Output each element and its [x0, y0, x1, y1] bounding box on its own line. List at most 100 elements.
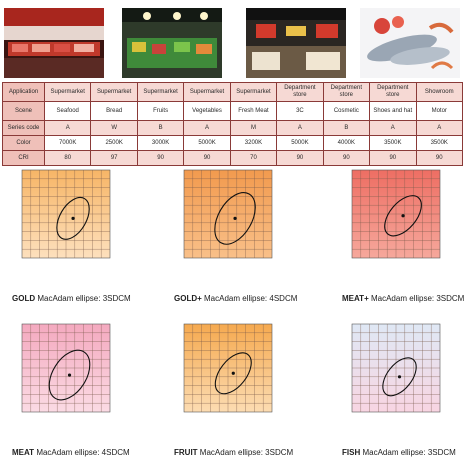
panel-title: FISH	[342, 448, 361, 457]
table-cell: 70	[229, 150, 278, 166]
panel-title: MEAT+	[342, 294, 369, 303]
table-cell: Supermarket	[43, 82, 92, 102]
panel-subtitle: MacAdam ellipse: 3SDCM	[37, 294, 131, 303]
table-cell: 3C	[276, 101, 324, 121]
table-cell: 90	[183, 150, 231, 166]
photo-seafood	[360, 8, 460, 78]
table-row: Series code A W B A M A B A A	[2, 120, 463, 136]
table-cell: 90	[322, 150, 371, 166]
panel-meat-plus: MEAT+ MacAdam ellipse: 3SDCM	[342, 168, 464, 303]
panel-fish: FISH MacAdam ellipse: 3SDCM	[342, 322, 464, 457]
row-label: Application	[2, 82, 45, 102]
table-row: Scene Seafood Bread Fruits Vegetables Fr…	[2, 101, 463, 121]
panel-caption: MEAT+ MacAdam ellipse: 3SDCM	[342, 294, 464, 303]
table-cell: M	[229, 120, 278, 136]
row-label: Series code	[2, 120, 45, 136]
table-cell: Supermarket	[90, 82, 138, 102]
table-cell: Supermarket	[136, 82, 185, 102]
macadam-ellipse	[382, 357, 417, 397]
center-point	[397, 375, 402, 379]
table-cell: Fruits	[136, 101, 185, 121]
table-row: Color 7000K 2500K 3000K 5000K 3200K 5000…	[2, 135, 463, 151]
table-cell: A	[415, 120, 463, 136]
table-cell: 3000K	[136, 135, 185, 151]
panel-caption: GOLD MacAdam ellipse: 3SDCM	[12, 294, 131, 303]
macadam-ellipse	[56, 196, 90, 240]
table-cell: W	[90, 120, 138, 136]
panel-caption: FISH MacAdam ellipse: 3SDCM	[342, 448, 456, 457]
ellipse-plot-gold	[21, 169, 111, 259]
table-cell: Department store	[322, 82, 371, 102]
center-point	[67, 373, 72, 377]
table-cell: Supermarket	[229, 82, 278, 102]
table-cell: Showroom	[415, 82, 463, 102]
center-point	[233, 216, 237, 220]
table-cell: 2500K	[90, 135, 138, 151]
table-cell: A	[369, 120, 417, 136]
photo-store-aisle	[246, 8, 346, 78]
table-cell: A	[43, 120, 92, 136]
panel-fruit: FRUIT MacAdam ellipse: 3SDCM	[174, 322, 296, 457]
table-row: Application Supermarket Supermarket Supe…	[2, 82, 463, 102]
table-cell: 3500K	[369, 135, 417, 151]
table-cell: 7000K	[43, 135, 92, 151]
panel-subtitle: MacAdam ellipse: 3SDCM	[370, 294, 465, 303]
table-cell: A	[276, 120, 324, 136]
table-cell: A	[183, 120, 231, 136]
panel-title: MEAT	[12, 448, 35, 457]
macadam-ellipse	[214, 192, 256, 245]
macadam-ellipse	[48, 349, 91, 401]
table-cell: Supermarket	[183, 82, 231, 102]
ellipse-plot-meat-plus	[351, 169, 441, 259]
spec-table: Application Supermarket Supermarket Supe…	[2, 82, 463, 166]
panel-subtitle: MacAdam ellipse: 4SDCM	[36, 448, 130, 457]
panel-gold-plus: GOLD+ MacAdam ellipse: 4SDCM	[174, 168, 297, 303]
table-cell: Motor	[415, 101, 463, 121]
table-cell: 4000K	[322, 135, 371, 151]
panel-caption: GOLD+ MacAdam ellipse: 4SDCM	[174, 294, 297, 303]
panel-caption: MEAT MacAdam ellipse: 4SDCM	[12, 448, 130, 457]
table-cell: 5000K	[276, 135, 324, 151]
ellipse-plot-gold-plus	[183, 169, 273, 259]
table-row: CRI 80 97 90 90 70 90 90 90 90	[2, 150, 463, 166]
table-cell: 97	[90, 150, 138, 166]
center-point	[71, 216, 75, 220]
panel-title: GOLD	[12, 294, 36, 303]
row-label: Color	[2, 135, 45, 151]
panel-title: GOLD+	[174, 294, 202, 303]
table-cell: 80	[43, 150, 92, 166]
table-cell: Vegetables	[183, 101, 231, 121]
panel-gold: GOLD MacAdam ellipse: 3SDCM	[12, 168, 134, 303]
table-cell: B	[136, 120, 185, 136]
center-point	[231, 371, 235, 375]
panel-caption: FRUIT MacAdam ellipse: 3SDCM	[174, 448, 293, 457]
ellipse-plot-fruit	[183, 323, 273, 413]
photo-vegetable-market	[122, 8, 222, 78]
panel-subtitle: MacAdam ellipse: 3SDCM	[199, 448, 294, 457]
table-cell: Department store	[369, 82, 417, 102]
macadam-ellipse	[384, 195, 422, 237]
table-cell: 90	[415, 150, 463, 166]
table-cell: Seafood	[43, 101, 92, 121]
table-cell: 5000K	[183, 135, 231, 151]
table-cell: Cosmetic	[322, 101, 371, 121]
panel-meat: MEAT MacAdam ellipse: 4SDCM	[12, 322, 134, 457]
table-cell: Department store	[276, 82, 324, 102]
table-cell: 90	[276, 150, 324, 166]
table-cell: B	[322, 120, 371, 136]
table-cell: 90	[369, 150, 417, 166]
table-cell: Fresh Meat	[229, 101, 278, 121]
panel-title: FRUIT	[174, 448, 198, 457]
macadam-ellipse	[214, 352, 252, 395]
row-label: CRI	[2, 150, 45, 166]
ellipse-plot-fish	[351, 323, 441, 413]
center-point	[401, 214, 405, 218]
photo-fresh-meat-counter	[4, 8, 104, 78]
panel-subtitle: MacAdam ellipse: 4SDCM	[204, 294, 298, 303]
table-cell: 3500K	[415, 135, 463, 151]
row-label: Scene	[2, 101, 45, 121]
table-cell: 3200K	[229, 135, 278, 151]
panel-subtitle: MacAdam ellipse: 3SDCM	[362, 448, 456, 457]
table-cell: 90	[136, 150, 185, 166]
table-cell: Bread	[90, 101, 138, 121]
